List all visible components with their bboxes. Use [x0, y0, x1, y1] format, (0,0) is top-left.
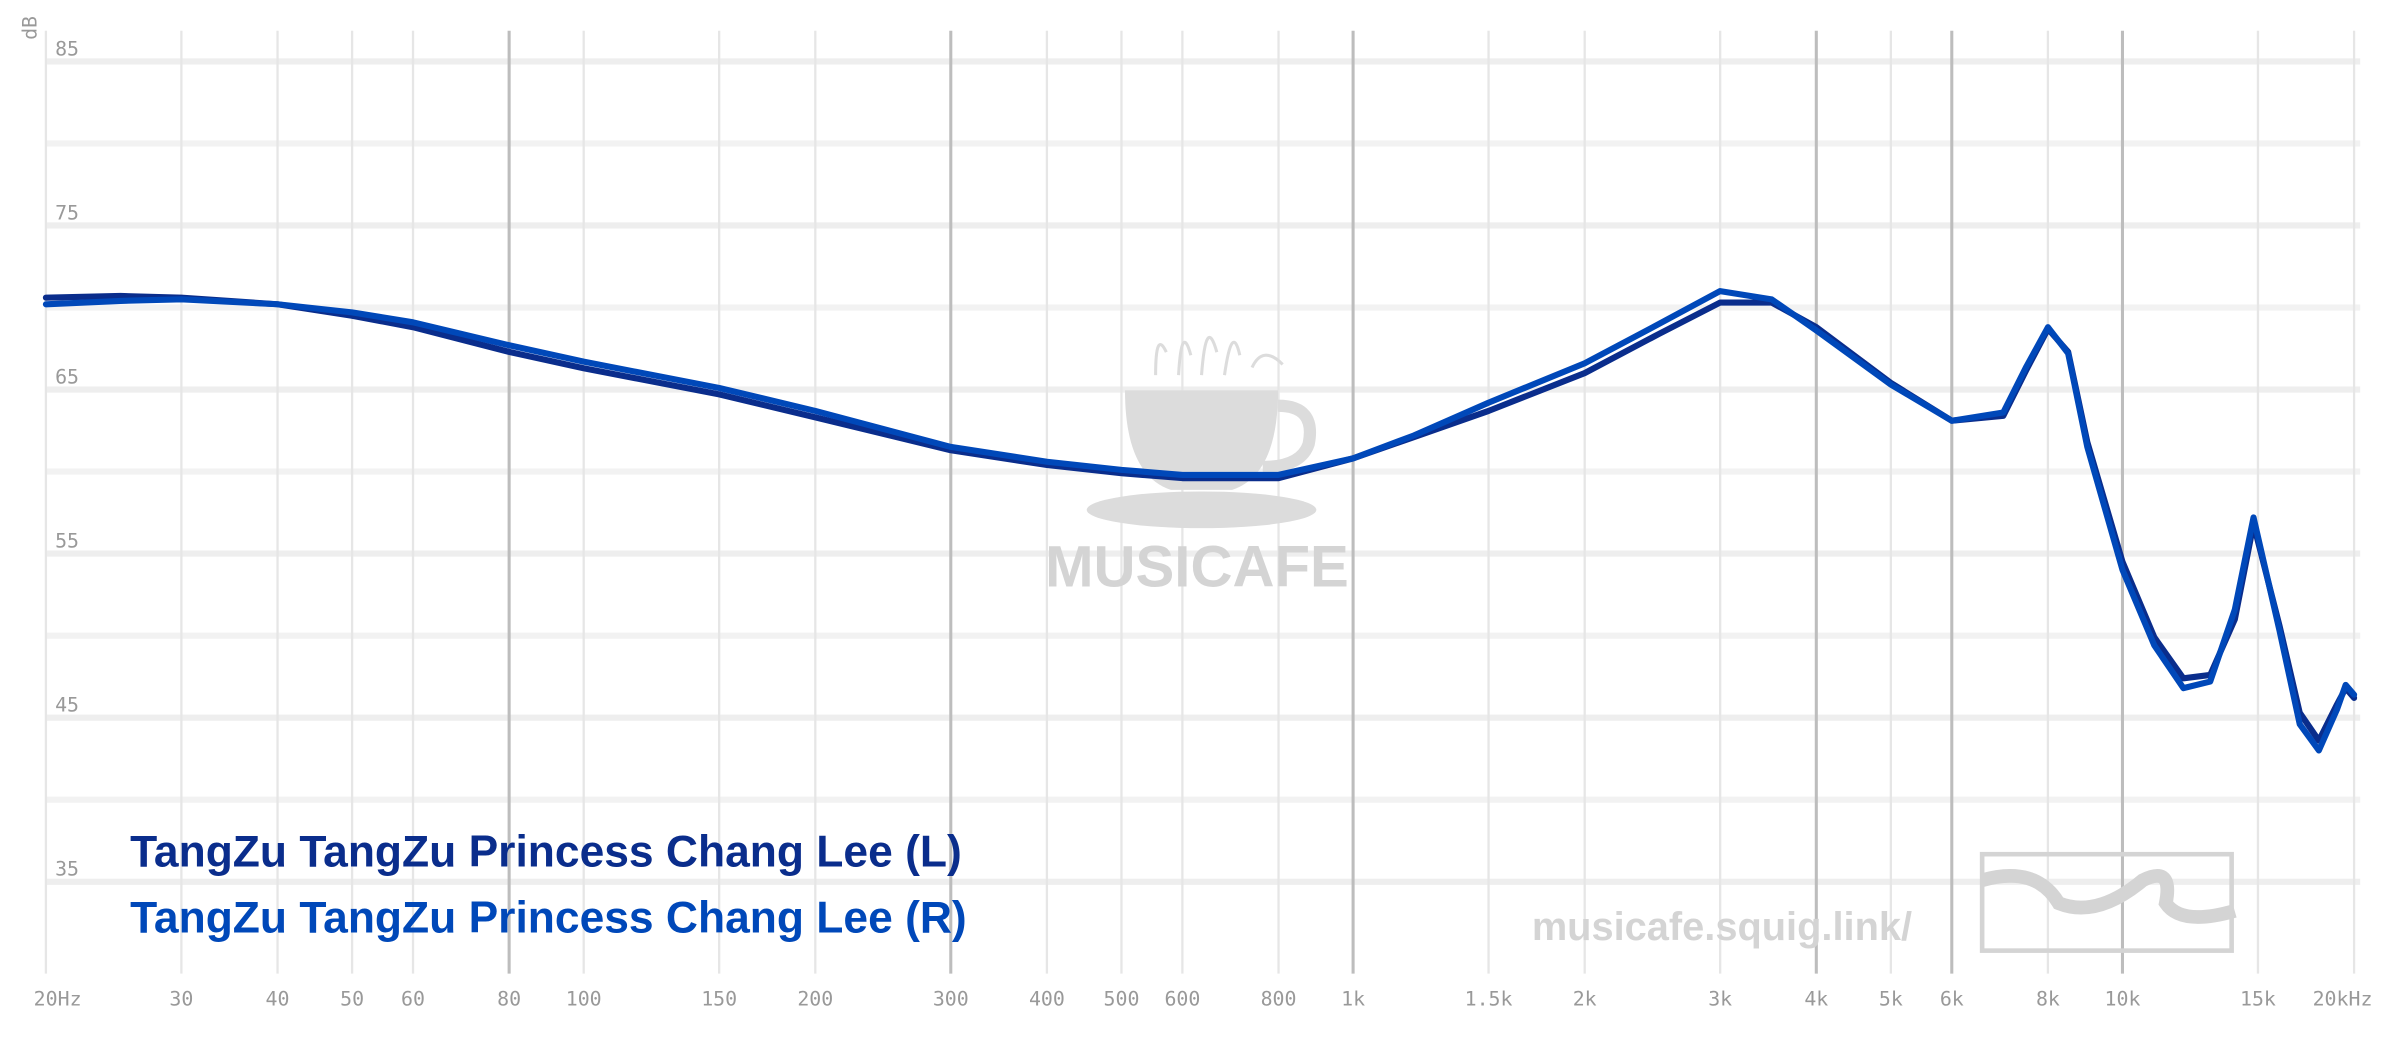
x-tick-label: 4k	[1804, 988, 1828, 1011]
x-tick-label: 5k	[1879, 988, 1903, 1011]
x-tick-label: 200	[797, 988, 833, 1011]
x-tick-label: 15k	[2240, 988, 2276, 1011]
y-tick-label: 55	[55, 529, 79, 552]
x-tick-label: 1k	[1341, 988, 1365, 1011]
x-tick-label: 8k	[2036, 988, 2060, 1011]
response-curve	[42, 288, 2358, 754]
y-tick-label: 75	[55, 201, 79, 224]
y-tick-label: 35	[55, 858, 79, 881]
x-tick-label: 50	[340, 988, 364, 1011]
x-tick-label: 300	[933, 988, 969, 1011]
watermark-url: musicafe.squig.link/	[1532, 905, 1912, 949]
legend: TangZu TangZu Princess Chang Lee (L) Tang…	[130, 827, 967, 942]
x-tick-label: 800	[1261, 988, 1297, 1011]
x-tick-label: 10k	[2105, 988, 2141, 1011]
x-tick-label: 3k	[1708, 988, 1732, 1011]
x-tick-label: 30	[169, 988, 193, 1011]
legend-entry: TangZu TangZu Princess Chang Lee (L)	[130, 827, 962, 876]
y-tick-label: 65	[55, 365, 79, 388]
x-tick-label: 400	[1029, 988, 1065, 1011]
watermark-cup	[1086, 336, 1317, 529]
x-tick-label: 6k	[1940, 988, 1964, 1011]
x-tick-label: 100	[566, 988, 602, 1011]
watermark-box	[1979, 851, 2237, 953]
x-tick-label: 60	[401, 988, 425, 1011]
x-tick-label: 20Hz	[34, 988, 82, 1011]
x-tick-label: 600	[1164, 988, 1200, 1011]
legend-entry: TangZu TangZu Princess Chang Lee (R)	[130, 893, 967, 942]
curves	[42, 288, 2358, 754]
x-tick-label: 20kHz	[2313, 988, 2373, 1011]
x-tick-label: 500	[1104, 988, 1140, 1011]
y-tick-label: 85	[55, 37, 79, 60]
x-tick-label: 2k	[1573, 988, 1597, 1011]
y-axis-label: dB	[19, 16, 42, 40]
y-tick-label: 45	[55, 694, 79, 717]
x-tick-label: 40	[266, 988, 290, 1011]
x-tick-label: 80	[497, 988, 521, 1011]
x-tick-label: 1.5k	[1465, 988, 1513, 1011]
grid: 35 45 55 65 75 85 20Hz 30 40 50 60 80 100 150 200 300 40…	[34, 30, 2373, 1011]
x-tick-label: 150	[701, 988, 737, 1011]
watermark-logo: MUSICAFE	[1045, 534, 1349, 599]
